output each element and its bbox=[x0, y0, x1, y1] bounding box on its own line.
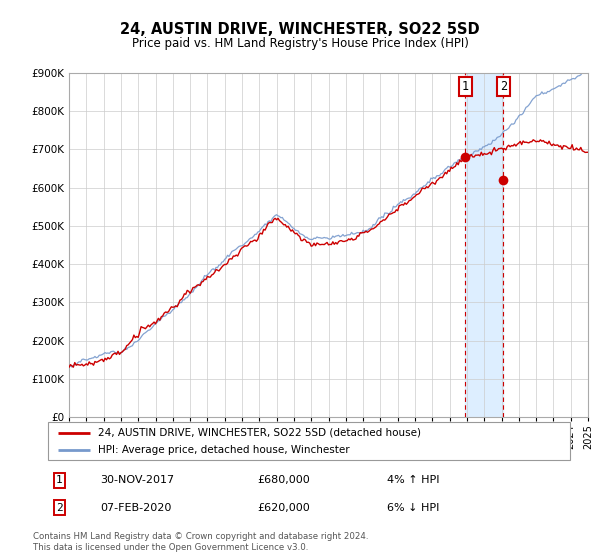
Text: HPI: Average price, detached house, Winchester: HPI: Average price, detached house, Winc… bbox=[98, 445, 349, 455]
Text: 1: 1 bbox=[56, 475, 63, 486]
Text: £620,000: £620,000 bbox=[257, 502, 310, 512]
Text: 07-FEB-2020: 07-FEB-2020 bbox=[100, 502, 172, 512]
Text: 2: 2 bbox=[56, 502, 63, 512]
FancyBboxPatch shape bbox=[48, 422, 570, 460]
Text: This data is licensed under the Open Government Licence v3.0.: This data is licensed under the Open Gov… bbox=[33, 543, 308, 552]
Text: 24, AUSTIN DRIVE, WINCHESTER, SO22 5SD (detached house): 24, AUSTIN DRIVE, WINCHESTER, SO22 5SD (… bbox=[98, 427, 421, 437]
Text: £680,000: £680,000 bbox=[257, 475, 310, 486]
Text: 24, AUSTIN DRIVE, WINCHESTER, SO22 5SD: 24, AUSTIN DRIVE, WINCHESTER, SO22 5SD bbox=[120, 22, 480, 38]
Text: 6% ↓ HPI: 6% ↓ HPI bbox=[388, 502, 440, 512]
Text: Price paid vs. HM Land Registry's House Price Index (HPI): Price paid vs. HM Land Registry's House … bbox=[131, 37, 469, 50]
Text: Contains HM Land Registry data © Crown copyright and database right 2024.: Contains HM Land Registry data © Crown c… bbox=[33, 532, 368, 541]
Text: 4% ↑ HPI: 4% ↑ HPI bbox=[388, 475, 440, 486]
Text: 2: 2 bbox=[500, 80, 507, 93]
Bar bbox=[466, 73, 503, 417]
Text: 1: 1 bbox=[462, 80, 469, 93]
Text: 30-NOV-2017: 30-NOV-2017 bbox=[100, 475, 175, 486]
